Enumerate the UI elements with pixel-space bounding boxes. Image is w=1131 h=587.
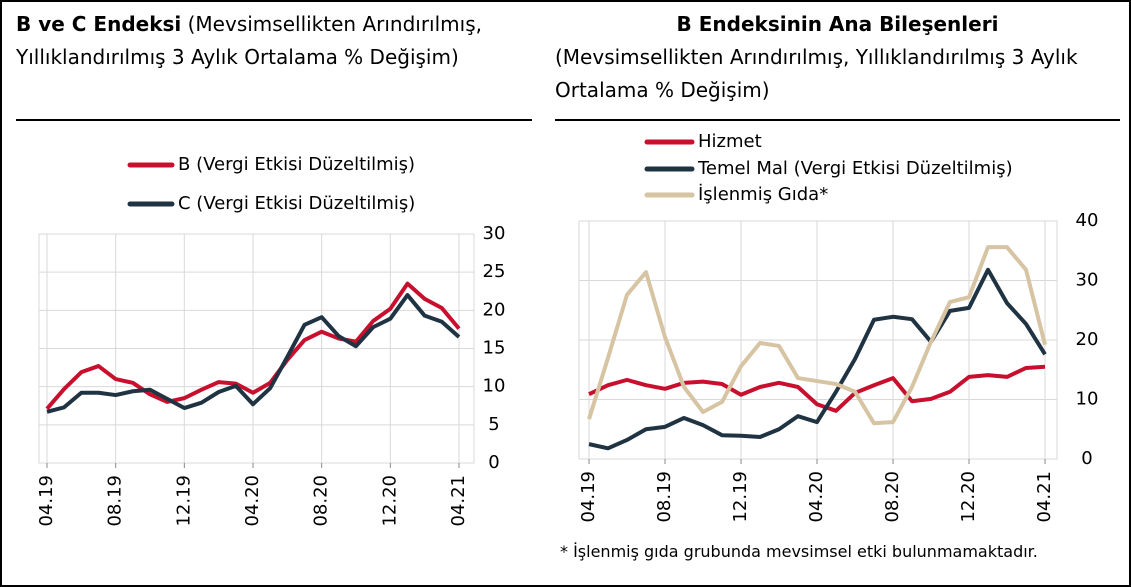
y-tick-label: 25	[483, 261, 506, 282]
footnote: * İşlenmiş gıda grubunda mevsimsel etki …	[560, 542, 1038, 561]
x-tick-label: 12.19	[173, 475, 194, 527]
legend-label: C (Vergi Etkisi Düzeltilmiş)	[178, 193, 415, 214]
chart: 0 10 20 30 40 04.19 08.19 12.19 04.20 08.20 12.20 0…	[578, 131, 1099, 523]
y-tick-label: 20	[1076, 329, 1099, 350]
chart-title: B Endeksinin Ana Bileşenleri	[676, 12, 999, 36]
series-line	[588, 364, 1046, 413]
x-tick-label: 04.19	[578, 471, 599, 523]
x-tick-label: 04.20	[806, 471, 827, 523]
y-tick-label: 10	[1076, 389, 1099, 410]
x-tick-label: 08.20	[311, 475, 332, 527]
y-tick-label: 20	[483, 299, 506, 320]
y-tick-label: 30	[483, 223, 506, 244]
chart-title: B ve C Endeksi	[16, 12, 182, 36]
y-tick-label: 15	[483, 338, 506, 359]
x-tick-label: 04.21	[1034, 471, 1055, 523]
y-tick-label: 5	[488, 414, 499, 435]
x-tick-label: 08.19	[654, 471, 675, 523]
series-line	[46, 293, 461, 414]
x-tick-label: 04.21	[448, 475, 469, 527]
y-tick-label: 40	[1076, 210, 1099, 231]
y-tick-label: 0	[488, 452, 499, 473]
left-header: B ve C Endeksi (Mevsimsellikten Arındırı…	[16, 8, 532, 121]
y-tick-label: 30	[1076, 270, 1099, 291]
x-tick-label: 04.20	[242, 475, 263, 527]
y-tick-label: 0	[1081, 448, 1092, 469]
x-tick-label: 12.19	[730, 471, 751, 523]
chart-subtitle: (Mevsimsellikten Arındırılmış, Yıllıklan…	[555, 45, 1078, 102]
series-line	[45, 281, 461, 411]
right-header: B Endeksinin Ana Bileşenleri (Mevsimselli…	[555, 8, 1120, 121]
legend-label: Temel Mal (Vergi Etkisi Düzeltilmiş)	[697, 158, 1013, 179]
x-tick-label: 08.20	[882, 471, 903, 523]
y-tick-label: 10	[483, 376, 506, 397]
series-line	[587, 245, 1047, 426]
x-tick-label: 04.19	[36, 475, 57, 527]
x-tick-label: 12.20	[379, 475, 400, 527]
legend-label: Hizmet	[698, 131, 762, 152]
legend-label: İşlenmiş Gıda*	[698, 184, 828, 205]
series-line	[588, 267, 1047, 451]
chart: 0 5 10 15 20 25 30 04.19 08.19 12.19 04.20 08.20 12.…	[36, 154, 506, 527]
legend-label: B (Vergi Etkisi Düzeltilmiş)	[178, 154, 415, 175]
chart-subtitle: (Mevsimsellikten Arındırılmış, Yıllıklan…	[16, 12, 482, 69]
x-tick-label: 08.19	[105, 475, 126, 527]
x-tick-label: 12.20	[958, 471, 979, 523]
